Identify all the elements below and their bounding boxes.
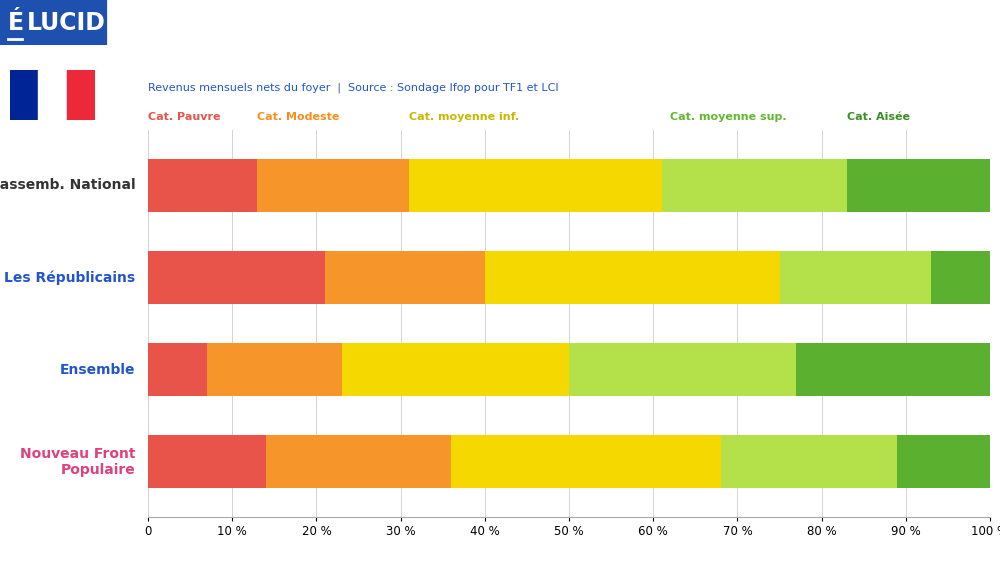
Text: (1 300 à 1 900 €): (1 300 à 1 900 €) [409, 135, 499, 144]
Bar [721, 435, 897, 489]
Text: Revenus mensuels nets du foyer  |  Source : Sondage Ifop pour TF1 et LCI: Revenus mensuels nets du foyer | Source … [148, 83, 559, 93]
Bar [409, 159, 662, 212]
Text: www.elucid.media: www.elucid.media [890, 545, 985, 555]
Bar [148, 343, 207, 396]
Text: LUCID: LUCID [27, 11, 106, 34]
Bar [409, 156, 510, 172]
Text: (900 à 1 300 €): (900 à 1 300 €) [257, 135, 337, 144]
Bar [670, 156, 771, 172]
Text: Rassemb. National: Rassemb. National [0, 178, 135, 192]
Bar [780, 251, 931, 304]
Text: Cat. Pauvre: Cat. Pauvre [148, 112, 220, 122]
Text: Décomposition de l'électorat des partis aux Législatives 2024 selon le revenu: Décomposition de l'électorat des partis … [122, 12, 944, 33]
Bar [10, 70, 38, 120]
Bar [796, 343, 990, 396]
Text: É: É [8, 11, 24, 34]
Bar [662, 159, 847, 212]
Text: Cat. moyenne sup.: Cat. moyenne sup. [670, 112, 787, 122]
Bar [207, 343, 342, 396]
Text: (plus de 2 500 €): (plus de 2 500 €) [847, 135, 935, 144]
Bar [148, 435, 266, 489]
Text: Les Républicains: Les Républicains [4, 270, 135, 284]
Text: Cat. Aisée: Cat. Aisée [847, 112, 910, 122]
Bar [569, 343, 796, 396]
Bar [342, 343, 569, 396]
Bar [847, 159, 990, 212]
Bar [266, 435, 451, 489]
Bar [38, 70, 67, 120]
Bar [148, 159, 257, 212]
Text: (1 900 à 2 500 €): (1 900 à 2 500 €) [670, 135, 760, 144]
Bar [847, 156, 931, 172]
Bar [325, 251, 485, 304]
Bar [148, 156, 249, 172]
Bar [451, 435, 721, 489]
Bar [257, 159, 409, 212]
Bar [485, 251, 780, 304]
Text: Cat. moyenne inf.: Cat. moyenne inf. [409, 112, 519, 122]
Text: (moins de 900 €): (moins de 900 €) [148, 135, 237, 144]
Text: Nouveau Front
Populaire: Nouveau Front Populaire [20, 447, 135, 477]
Polygon shape [996, 541, 1000, 559]
Bar [67, 70, 95, 120]
Bar [257, 156, 358, 172]
Bar [897, 435, 990, 489]
Bar [148, 251, 325, 304]
Bar [0, 0, 108, 45]
Bar [931, 251, 990, 304]
Text: Cat. Modeste: Cat. Modeste [257, 112, 340, 122]
Text: Ensemble: Ensemble [60, 362, 135, 376]
